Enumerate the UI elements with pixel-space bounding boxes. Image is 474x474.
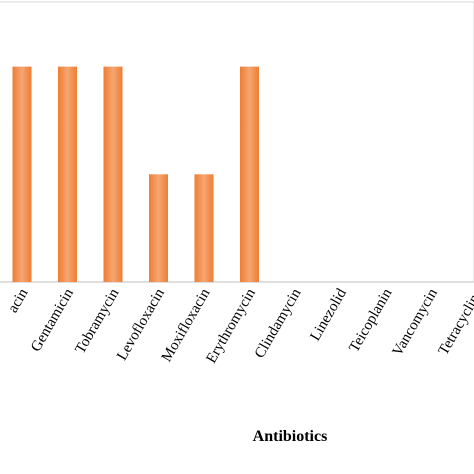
x-axis-title: Antibiotics <box>253 428 328 445</box>
bar-tobramycin <box>103 66 123 282</box>
bar-levofloxacin <box>149 174 168 282</box>
x-tick-label-tobramycin: Tobramycin <box>72 286 122 357</box>
x-tick-labels: acinGentamicinTobramycinLevofloxacinMoxi… <box>5 286 474 367</box>
bar-ciprofloxacin <box>12 66 32 282</box>
x-tick-label-ciprofloxacin: acin <box>5 286 32 316</box>
x-tick-label-erythromycin: Erythromycin <box>203 286 259 367</box>
bar-gentamicin <box>58 66 77 282</box>
x-tick-label-clindamycin: Clindamycin <box>252 286 305 362</box>
x-tick-label-vancomycin: Vancomycin <box>390 286 442 359</box>
bars-group <box>12 66 259 282</box>
x-tick-label-gentamicin: Gentamicin <box>28 286 77 355</box>
bar-moxifloxacin <box>194 174 214 282</box>
bar-erythromycin <box>240 66 259 282</box>
x-tick-label-tetracycline: Tetracycline <box>436 286 474 358</box>
x-tick-label-levofloxacin: Levofloxacin <box>114 286 168 364</box>
x-tick-label-linezolid: Linezolid <box>307 286 350 344</box>
x-tick-label-teicoplanin: Teicoplanin <box>346 286 395 356</box>
